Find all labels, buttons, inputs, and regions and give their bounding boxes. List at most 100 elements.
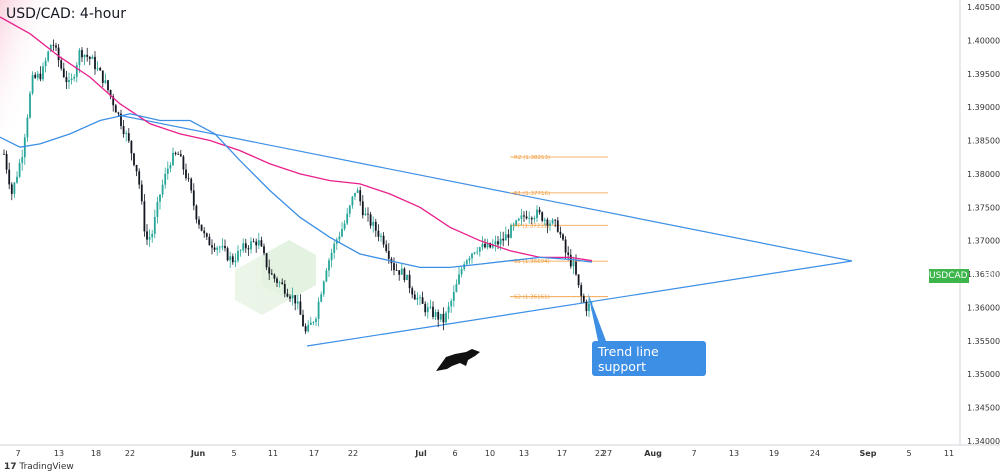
candle-body: [411, 288, 414, 295]
candle-body: [166, 168, 169, 174]
candle-body: [494, 241, 497, 245]
candle-body: [96, 68, 99, 70]
candle-body: [39, 73, 42, 80]
candle-body: [481, 243, 484, 248]
candle-body: [8, 169, 11, 185]
x-tick-label: 19: [769, 449, 779, 458]
candle-body: [130, 140, 133, 154]
candle-body: [55, 45, 57, 48]
last-price: 1.36031: [973, 271, 1000, 281]
candle-body: [278, 282, 281, 284]
candle-body: [263, 246, 265, 254]
candle-body: [101, 70, 104, 83]
candle-body: [276, 278, 278, 283]
candle-body: [229, 256, 232, 261]
candle-body: [195, 205, 198, 220]
candle-body: [525, 216, 528, 219]
candle-body: [341, 229, 343, 237]
candle-body: [374, 221, 377, 231]
y-tick-label: 1.37500: [967, 203, 1000, 212]
candle-body: [528, 217, 531, 219]
candle-body: [211, 245, 213, 248]
candle-body: [554, 219, 557, 221]
candle-body: [377, 230, 380, 237]
candle-body: [354, 192, 356, 197]
y-tick-label: 1.37000: [967, 237, 1000, 246]
candle-body: [83, 54, 86, 58]
candle-body: [231, 256, 234, 263]
x-tick-label: 13: [729, 449, 739, 458]
candle-body: [3, 153, 5, 155]
candle-body: [398, 270, 401, 275]
candle-body: [476, 251, 479, 253]
chart-title: USD/CAD: 4-hour: [6, 6, 126, 22]
candle-body: [70, 78, 73, 81]
candle-body: [283, 283, 286, 294]
candle-body: [291, 295, 294, 299]
candle-body: [73, 76, 76, 79]
candle-body: [47, 51, 50, 61]
candle-body: [468, 258, 471, 261]
candle-body: [62, 68, 65, 77]
candle-body: [213, 247, 216, 250]
candle-body: [208, 236, 211, 246]
candle-body: [244, 243, 247, 249]
candle-body: [198, 219, 200, 225]
candle-body: [450, 300, 453, 307]
candle-body: [78, 50, 81, 66]
candle-body: [23, 137, 26, 158]
candle-body: [31, 74, 34, 94]
y-tick-label: 1.40500: [967, 3, 1000, 12]
candle-body: [255, 241, 258, 246]
candle-body: [120, 113, 122, 127]
candle-body: [562, 234, 564, 240]
candle-body: [257, 240, 260, 246]
candle-body: [260, 240, 263, 247]
candle-body: [364, 213, 367, 216]
candle-body: [510, 225, 512, 238]
candle-body: [478, 247, 481, 252]
candle-body: [26, 117, 29, 138]
candle-body: [322, 281, 325, 295]
candle-body: [585, 301, 588, 312]
candle-body: [348, 205, 351, 214]
candle-body: [309, 322, 312, 325]
candle-body: [172, 152, 174, 166]
candle-body: [34, 74, 37, 78]
y-tick-label: 1.39500: [967, 70, 1000, 79]
candle-body: [221, 245, 224, 248]
y-tick-label: 1.38000: [967, 170, 1000, 179]
candle-body: [226, 248, 229, 261]
candle-body: [367, 213, 369, 215]
candle-body: [382, 235, 385, 245]
pivot-level-label: S1 (1.36694): [514, 259, 550, 265]
candle-body: [156, 201, 159, 217]
candle-body: [164, 173, 167, 185]
candle-body: [135, 165, 138, 172]
candle-body: [127, 133, 130, 141]
candle-body: [299, 301, 302, 315]
candle-body: [140, 184, 143, 202]
annotation-line-1: Trend line support: [598, 344, 659, 374]
candle-body: [94, 56, 96, 70]
candle-body: [333, 243, 336, 253]
x-tick-label: 13: [54, 449, 64, 458]
candle-body: [281, 282, 284, 284]
candle-body: [471, 253, 473, 259]
tradingview-credit: 17 TradingView: [4, 462, 74, 472]
candle-body: [216, 247, 219, 250]
candle-body: [117, 112, 120, 114]
candle-body: [517, 218, 520, 221]
x-tick-label: Aug: [644, 449, 662, 458]
candle-body: [294, 295, 297, 304]
candle-body: [572, 261, 575, 267]
y-tick-label: 1.36000: [967, 303, 1000, 312]
candle-body: [52, 44, 55, 46]
candle-body: [330, 252, 333, 261]
annotation-line-2: still intact: [598, 374, 660, 389]
y-tick-label: 1.39000: [967, 103, 1000, 112]
candle-body: [400, 268, 403, 275]
candle-body: [317, 301, 320, 319]
candle-body: [203, 230, 206, 234]
x-tick-label: 10: [485, 449, 495, 458]
